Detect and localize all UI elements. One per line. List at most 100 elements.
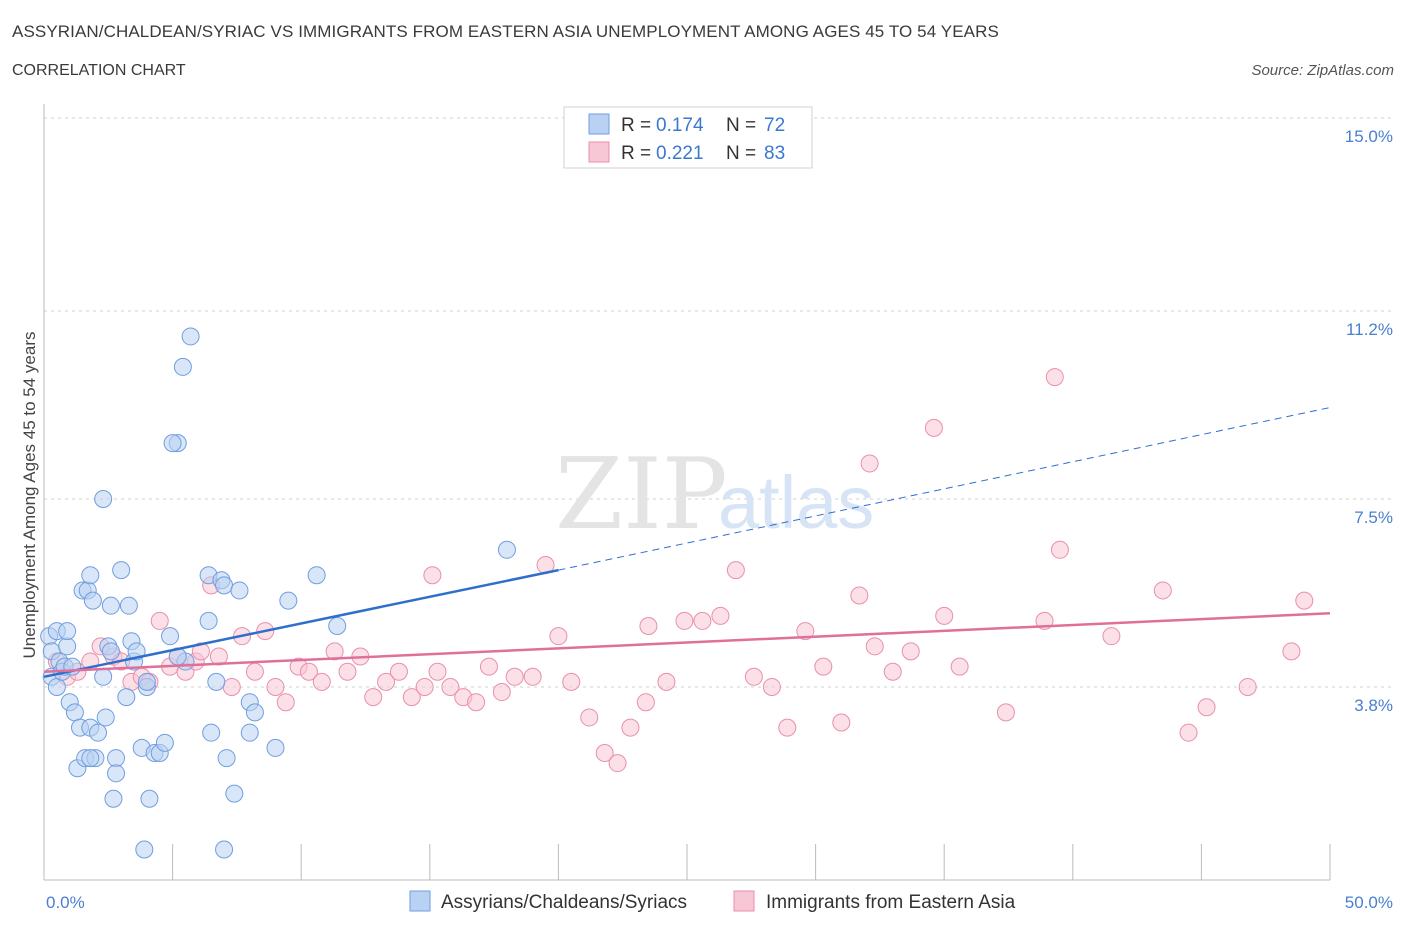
x-tick-labels: 0.0% 50.0% — [46, 893, 1393, 912]
data-point — [364, 688, 383, 707]
data-point — [428, 662, 447, 681]
data-point — [47, 677, 66, 696]
data-point — [608, 754, 627, 773]
data-point — [222, 677, 241, 696]
data-point — [230, 581, 249, 600]
bottom-legend-label-pink: Immigrants from Eastern Asia — [766, 892, 1016, 913]
data-point — [744, 667, 763, 686]
legend-r-value-pink: 0.221 — [656, 143, 704, 164]
data-point — [657, 672, 676, 691]
data-point — [778, 718, 797, 737]
data-point — [639, 617, 658, 635]
data-point — [135, 840, 154, 859]
data-point — [832, 713, 851, 732]
data-point — [328, 617, 347, 635]
data-point — [215, 576, 234, 595]
data-point — [1295, 591, 1314, 610]
data-point — [117, 688, 136, 707]
y-axis-title: Unemployment Among Ages 45 to 54 years — [20, 332, 39, 659]
data-point — [924, 418, 943, 437]
legend-box: R = 0.174 N = 72 R = 0.221 N = 83 — [563, 106, 813, 169]
data-point — [207, 672, 226, 691]
data-point — [104, 789, 123, 808]
data-point — [523, 667, 542, 686]
data-point — [94, 490, 113, 508]
source-label: Source: ZipAtlas.com — [1251, 62, 1394, 79]
data-point — [796, 622, 815, 641]
data-point — [96, 708, 115, 727]
data-point — [81, 749, 100, 768]
data-point — [101, 596, 120, 615]
data-point — [883, 662, 902, 681]
data-point — [935, 606, 954, 625]
data-point — [901, 642, 920, 661]
y-tick-label: 3.8% — [1354, 696, 1393, 715]
chart-subtitle: CORRELATION CHART — [12, 62, 186, 79]
data-point — [299, 662, 318, 681]
data-point — [312, 672, 331, 691]
data-point — [467, 693, 486, 712]
chart-title: ASSYRIAN/CHALDEAN/SYRIAC VS IMMIGRANTS F… — [12, 22, 999, 41]
data-point — [726, 561, 745, 580]
data-point — [163, 434, 182, 453]
data-point — [814, 657, 833, 676]
data-point — [173, 357, 192, 376]
legend-n-label-pink: N = — [726, 143, 756, 164]
data-point — [377, 672, 396, 691]
data-point — [245, 662, 264, 681]
bottom-legend-label-blue: Assyrians/Chaldeans/Syriacs — [441, 892, 687, 913]
data-point — [1050, 540, 1069, 559]
data-point — [89, 723, 108, 742]
data-point — [107, 749, 126, 768]
data-point — [1153, 581, 1172, 600]
data-point — [101, 642, 120, 661]
bottom-legend-swatch-pink — [733, 890, 755, 912]
data-point — [711, 606, 730, 625]
data-point — [762, 677, 781, 696]
legend-r-label-blue: R = — [621, 115, 651, 136]
grid-lines — [44, 117, 1395, 688]
data-point — [112, 561, 131, 580]
x-tick-label-min: 0.0% — [46, 893, 85, 912]
data-point — [191, 642, 210, 661]
data-point — [276, 693, 295, 712]
data-point — [389, 662, 408, 681]
data-point — [402, 688, 421, 707]
data-point — [636, 693, 655, 712]
data-point — [338, 662, 357, 681]
data-point — [307, 566, 326, 585]
legend-swatch-blue — [588, 113, 610, 135]
data-point — [865, 637, 884, 656]
watermark-atlas: atlas — [718, 461, 874, 544]
data-point — [83, 591, 102, 610]
data-point — [549, 627, 568, 646]
y-tick-label: 11.2% — [1346, 320, 1393, 339]
y-tick-labels: 3.8% 7.5% 11.2% 15.0% — [1345, 127, 1393, 715]
data-point — [675, 611, 694, 630]
data-point — [860, 454, 879, 473]
legend-swatch-pink — [588, 141, 610, 163]
bottom-legend-swatch-blue — [409, 890, 431, 912]
data-point — [94, 667, 113, 686]
data-point — [107, 764, 126, 783]
data-point — [479, 657, 498, 676]
data-point — [580, 708, 599, 727]
data-point — [155, 733, 174, 752]
data-point — [562, 672, 581, 691]
data-point — [81, 566, 100, 585]
data-point — [950, 657, 969, 676]
series-immigrants-eastern-asia — [47, 368, 1314, 773]
data-point — [415, 677, 434, 696]
series-assyrians — [40, 327, 516, 859]
data-point — [140, 789, 159, 808]
data-point — [1179, 723, 1198, 742]
data-point — [1102, 627, 1121, 646]
legend-n-value-pink: 83 — [764, 143, 785, 164]
data-point — [441, 677, 460, 696]
data-point — [119, 596, 138, 615]
data-point — [266, 677, 285, 696]
data-point — [202, 723, 221, 742]
data-point — [850, 586, 869, 605]
data-point — [137, 672, 156, 691]
